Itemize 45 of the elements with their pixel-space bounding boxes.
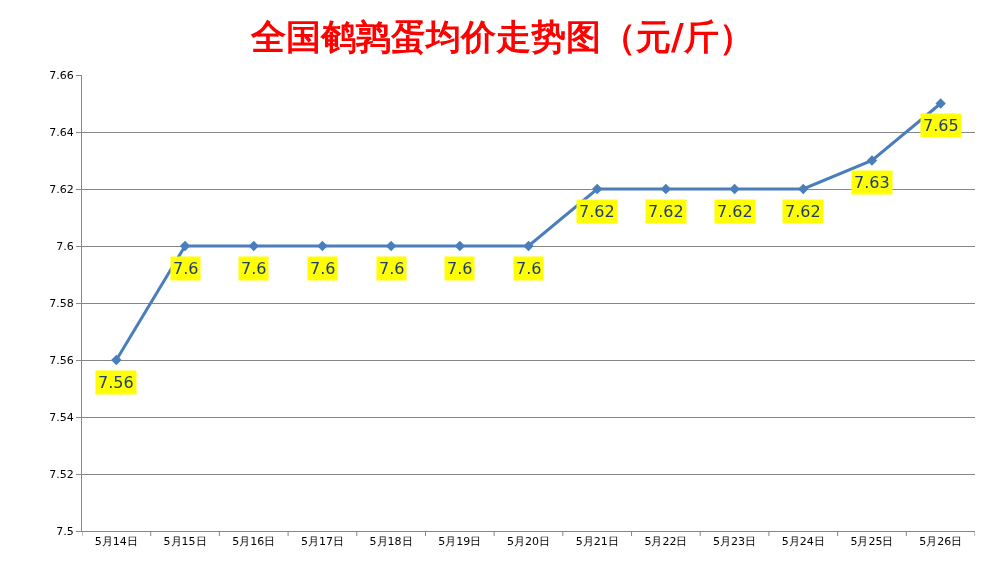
data-label: 7.62: [648, 202, 684, 221]
data-label: 7.6: [310, 259, 336, 278]
x-tick-label: 5月17日: [300, 535, 344, 549]
x-tick-label: 5月26日: [919, 535, 963, 549]
y-tick-label: 7.56: [49, 353, 74, 367]
x-tick-label: 5月25日: [850, 535, 894, 549]
point: [729, 183, 740, 195]
data-label: 7.6: [379, 259, 405, 278]
point: [866, 155, 878, 166]
data-label: 7.56: [98, 373, 134, 392]
data-label: 7.62: [717, 202, 753, 221]
y-tick-label: 7.58: [49, 296, 74, 310]
y-tick-label: 7.62: [49, 182, 74, 196]
y-tick-label: 7.6: [56, 239, 74, 253]
data-label: 7.6: [173, 259, 199, 278]
x-tick-label: 5月20日: [507, 535, 550, 549]
y-tick-label: 7.5: [56, 524, 74, 538]
x-tick-label: 5月15日: [163, 535, 207, 549]
x-tick-label: 5月19日: [438, 535, 482, 549]
data-label: 7.6: [516, 259, 542, 278]
data-label: 7.62: [785, 202, 821, 221]
point: [248, 240, 259, 252]
point: [111, 354, 122, 366]
y-tick-label: 7.54: [49, 410, 74, 424]
x-tick-label: 5月16日: [232, 535, 276, 549]
x-tick-label: 5月14日: [94, 535, 138, 549]
y-tick-label: 7.64: [49, 125, 74, 139]
x-tick-label: 5月24日: [781, 535, 825, 549]
point: [317, 240, 328, 252]
point: [798, 183, 809, 195]
data-label: 7.65: [923, 116, 959, 135]
data-label: 7.6: [447, 259, 473, 278]
data-label: 7.62: [579, 202, 615, 221]
y-tick-label: 7.52: [49, 467, 74, 481]
y-tick-label: 7.66: [49, 68, 74, 82]
x-tick-label: 5月18日: [369, 535, 413, 549]
data-label: 7.63: [854, 173, 890, 192]
point: [591, 183, 603, 195]
point: [935, 98, 946, 109]
x-tick-label: 5月21日: [575, 535, 619, 549]
x-tick-label: 5月22日: [644, 535, 688, 549]
chart-title: 全国鹌鹑蛋均价走势图（元/斤）: [250, 17, 754, 58]
point: [523, 240, 534, 252]
data-label: 7.6: [241, 259, 267, 278]
x-tick-label: 5月23日: [713, 535, 757, 549]
